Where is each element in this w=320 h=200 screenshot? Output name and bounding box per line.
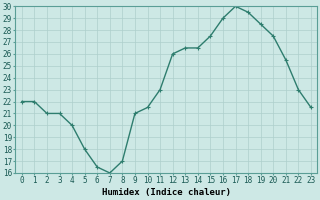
X-axis label: Humidex (Indice chaleur): Humidex (Indice chaleur) bbox=[102, 188, 231, 197]
